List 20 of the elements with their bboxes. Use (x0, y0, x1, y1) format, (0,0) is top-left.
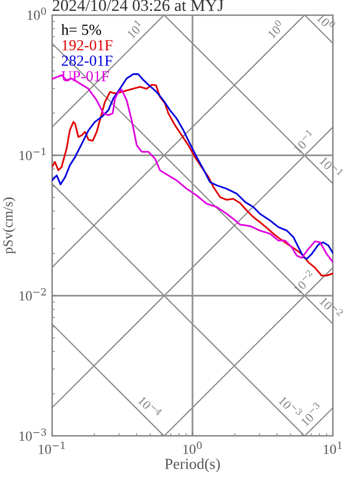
annotation: 10$^{−1}$ (319, 154, 344, 179)
y-tick-label: 10$^{−1}$ (20, 148, 46, 160)
annotation: 10$^{−2}$ (319, 294, 344, 320)
legend-title: h= 5% (61, 24, 102, 35)
y-axis-title: pSv(cm/s) (2, 198, 16, 254)
x-tick-label: 10$^{0}$ (183, 442, 202, 454)
y-tick-label: 10$^{0}$ (28, 7, 46, 20)
series-label: 282-01F (62, 56, 112, 66)
annotation: 10$^{−2}$ (291, 269, 316, 294)
x-tick-label: 10$^{−1}$ (38, 442, 65, 454)
annotation: 10$^{1}$ (124, 20, 144, 39)
y-tick-label: 10$^{−2}$ (20, 288, 46, 301)
annotation: 10$^{0}$ (265, 19, 286, 39)
x-tick-label: 10$^{1}$ (324, 442, 342, 454)
y-tick-label: 10$^{−3}$ (20, 428, 46, 441)
annotation: 10$^{−4}$ (138, 394, 163, 420)
chart-title: 2024/10/24 03:26 at MYJ (52, 0, 224, 12)
text: 192-01F (62, 40, 112, 50)
x-axis-title: Period(s) (164, 458, 220, 472)
annotation: 10$^{−3}$ (278, 394, 303, 419)
